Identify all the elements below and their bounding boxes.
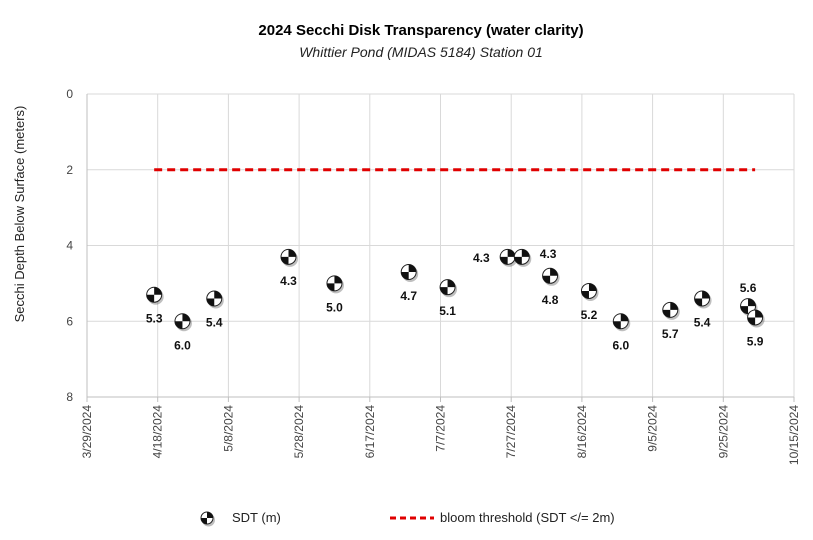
data-labels: 5.3 6.0 5.4 4.3 5.0 4.7 5.1 4.3 4.3 4.8 5.2 6.0 5.7 5… (146, 247, 764, 352)
sdt-point (694, 290, 712, 309)
sdt-point (542, 267, 560, 286)
x-tick-label: 9/5/2024 (646, 405, 660, 452)
data-label: 4.3 (540, 247, 557, 261)
sdt-point (206, 290, 224, 309)
sdt-point (747, 309, 765, 328)
data-label: 4.8 (542, 293, 559, 307)
data-label: 5.4 (206, 316, 223, 330)
sdt-point (580, 282, 599, 301)
legend-sdt-marker (200, 511, 215, 527)
y-tick-label: 8 (66, 390, 73, 404)
x-tick-label: 8/16/2024 (575, 405, 589, 459)
sdt-point (612, 313, 631, 332)
data-label: 4.3 (473, 251, 490, 265)
axes (86, 94, 795, 402)
y-tick-label: 6 (66, 314, 73, 328)
sdt-point (400, 264, 419, 283)
legend-threshold-label: bloom threshold (SDT </= 2m) (440, 510, 615, 525)
sdt-series (146, 248, 765, 332)
data-label: 5.0 (326, 300, 343, 314)
data-label: 5.7 (662, 327, 679, 341)
sdt-point (513, 248, 532, 267)
data-label: 6.0 (612, 338, 629, 352)
legend-sdt-label: SDT (m) (232, 510, 281, 525)
y-axis-label: Secchi Depth Below Surface (meters) (12, 106, 27, 323)
data-label: 4.7 (400, 289, 417, 303)
y-tick-label: 4 (66, 239, 73, 253)
x-tick-label: 5/8/2024 (221, 405, 235, 452)
x-tick-label: 4/18/2024 (151, 405, 165, 459)
x-tick-label: 10/15/2024 (787, 405, 801, 465)
y-tick-label: 2 (66, 163, 73, 177)
chart-title: 2024 Secchi Disk Transparency (water cla… (258, 22, 583, 39)
sdt-point (499, 248, 518, 267)
data-label: 6.0 (174, 338, 191, 352)
legend-marker-shape (200, 511, 215, 527)
data-label: 5.3 (146, 312, 163, 326)
data-label: 5.9 (747, 334, 764, 348)
x-tick-label: 9/25/2024 (716, 405, 730, 459)
sdt-point (439, 279, 458, 298)
sdt-point (146, 286, 164, 305)
grid (86, 93, 795, 398)
y-tick-label: 0 (66, 87, 73, 101)
tick-labels: 0 2 4 6 8 3/29/2024 4/18/2024 5/8/2024 5/28/2024… (66, 87, 801, 465)
x-tick-label: 6/17/2024 (363, 405, 377, 459)
chart-subtitle: Whittier Pond (MIDAS 5184) Station 01 (299, 44, 543, 60)
x-tick-label: 7/7/2024 (434, 405, 448, 452)
sdt-point (174, 313, 192, 332)
data-label: 5.6 (740, 281, 757, 295)
legend: SDT (m) bloom threshold (SDT </= 2m) (200, 510, 615, 527)
data-label: 5.4 (694, 316, 711, 330)
x-tick-label: 3/29/2024 (80, 405, 94, 459)
data-label: 5.2 (581, 308, 598, 322)
x-tick-label: 5/28/2024 (292, 405, 306, 459)
sdt-point (662, 301, 680, 320)
data-label: 4.3 (280, 274, 297, 288)
sdt-point (326, 275, 344, 294)
data-label: 5.1 (439, 304, 456, 318)
x-tick-label: 7/27/2024 (504, 405, 518, 459)
sdt-point (280, 248, 298, 267)
